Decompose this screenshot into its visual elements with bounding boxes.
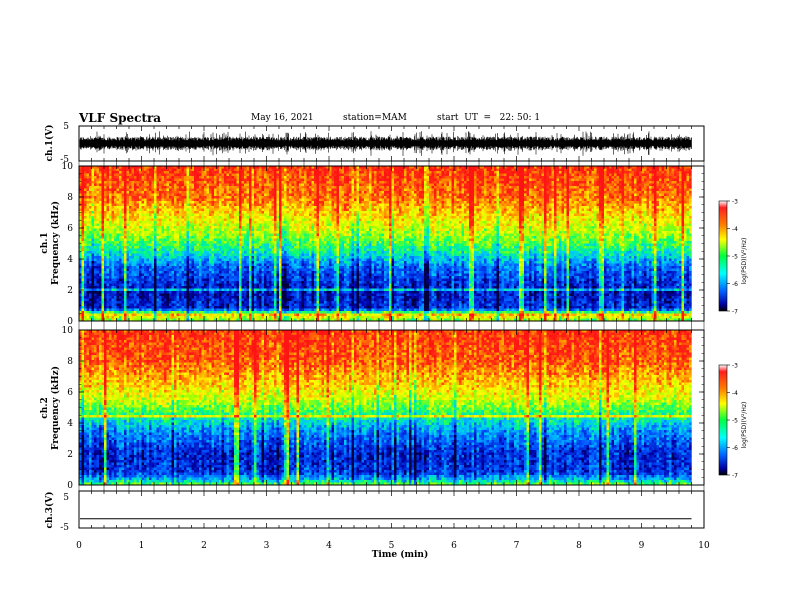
ch2-frequency-ylabel: Frequency (kHz) bbox=[50, 366, 61, 450]
ytick-label: 10 bbox=[62, 162, 74, 172]
colorbar-label: log(PSD)(V²/Hz) bbox=[741, 402, 748, 449]
ch2-spectrogram-panel: 0 2 4 6 8 10 ch.2 Frequency (kHz) -3 -4 -5 -6 -7 l… bbox=[40, 326, 748, 491]
vlf-figure: 5 -5 ch.1(V) 0246810 ch.1 Frequency (kHz… bbox=[0, 0, 792, 612]
time-axis-label: Time (min) bbox=[372, 549, 429, 560]
xtick-label: 10 bbox=[698, 541, 710, 551]
xtick-label: 9 bbox=[639, 541, 645, 551]
colorbar-tick-label: -6 bbox=[732, 445, 738, 452]
ch1-label: ch.1 bbox=[40, 232, 50, 253]
xtick-label: 6 bbox=[451, 541, 457, 551]
ytick-label: 4 bbox=[67, 255, 73, 265]
colorbar-label: log(PSD)(V²/Hz) bbox=[741, 238, 748, 285]
ytick-label: 6 bbox=[67, 224, 73, 234]
ytick-label: 0 bbox=[67, 481, 73, 491]
ch1-frequency-ylabel: Frequency (kHz) bbox=[50, 201, 61, 285]
ch2-spectrogram-heatmap bbox=[79, 330, 692, 485]
colorbar-tick-label: -7 bbox=[732, 473, 738, 480]
xtick-label: 0 bbox=[76, 541, 82, 551]
ytick-label: 8 bbox=[67, 193, 73, 203]
colorbar-tick-label: -3 bbox=[732, 199, 738, 206]
ch1-ytick-top: 5 bbox=[63, 122, 69, 132]
colorbar-tick-label: -5 bbox=[732, 254, 738, 261]
xtick-label: 1 bbox=[139, 541, 145, 551]
xtick-label: 7 bbox=[514, 541, 520, 551]
ytick-label: 6 bbox=[67, 388, 73, 398]
ytick-label: 8 bbox=[67, 357, 73, 367]
ch3-ytick-top: 5 bbox=[63, 493, 69, 503]
colorbar-gradient bbox=[719, 365, 727, 475]
ch2-label: ch.2 bbox=[40, 397, 50, 418]
ch3-ytick-bottom: -5 bbox=[60, 523, 69, 533]
ch3-waveform-ylabel: ch.3(V) bbox=[44, 492, 55, 529]
ch1-spectrogram-heatmap bbox=[79, 166, 692, 321]
colorbar-gradient bbox=[719, 201, 727, 311]
ytick-label: 2 bbox=[67, 286, 73, 296]
colorbar-tick-label: -3 bbox=[732, 363, 738, 370]
ytick-label: 10 bbox=[62, 326, 74, 336]
colorbar-tick-label: -4 bbox=[732, 390, 738, 397]
ch2-colorbar: -3 -4 -5 -6 -7 log(PSD)(V²/Hz) bbox=[719, 363, 748, 480]
ytick-label: 2 bbox=[67, 450, 73, 460]
ch1-waveform-ylabel: ch.1(V) bbox=[44, 125, 55, 162]
xtick-label: 3 bbox=[264, 541, 270, 551]
ytick-label: 4 bbox=[67, 419, 73, 429]
colorbar-tick-label: -4 bbox=[732, 226, 738, 233]
colorbar-tick-label: -6 bbox=[732, 281, 738, 288]
xtick-label: 8 bbox=[576, 541, 582, 551]
ch1-waveform-panel: 5 -5 ch.1(V) bbox=[44, 122, 704, 165]
xtick-label: 2 bbox=[201, 541, 207, 551]
colorbar-tick-label: -5 bbox=[732, 418, 738, 425]
colorbar-tick-label: -7 bbox=[732, 309, 738, 316]
xtick-label: 4 bbox=[326, 541, 332, 551]
ch1-colorbar: -3 -4 -5 -6 -7 log(PSD)(V²/Hz) bbox=[719, 199, 748, 316]
